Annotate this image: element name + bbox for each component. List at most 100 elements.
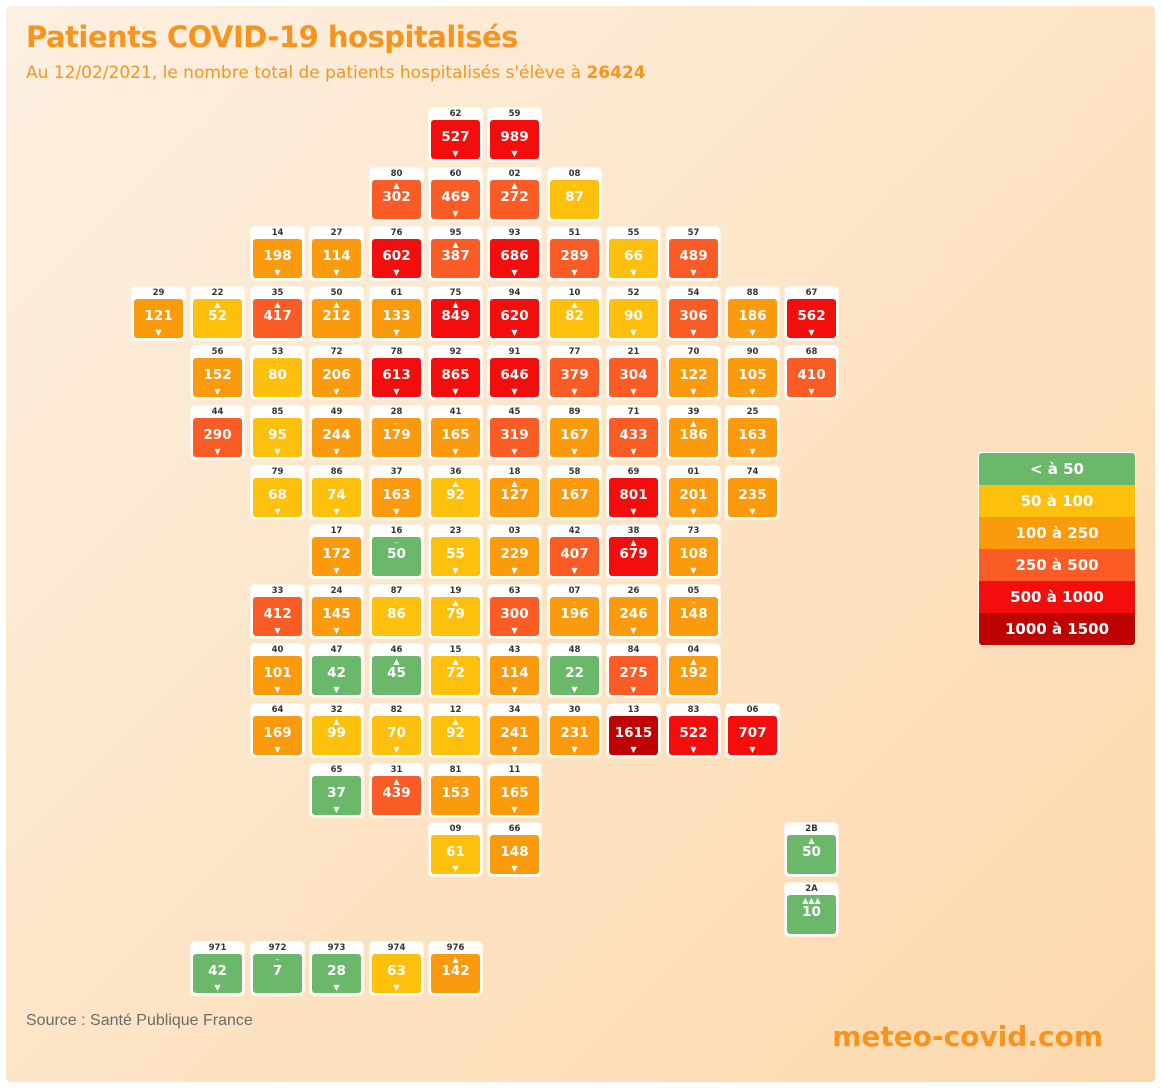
department-tile-40[interactable]: 40 ▼ 101 <box>251 644 304 697</box>
department-tile-971[interactable]: 971 ▼ 42 <box>191 942 244 995</box>
department-tile-70[interactable]: 70 ▼ 122 <box>667 346 720 399</box>
department-tile-68[interactable]: 68 ▼ 410 <box>785 346 838 399</box>
department-tile-86[interactable]: 86 ▼ 74 <box>310 466 363 519</box>
department-tile-79[interactable]: 79 ▼ 68 <box>251 466 304 519</box>
department-tile-17[interactable]: 17 ▼ 172 <box>310 525 363 578</box>
department-tile-33[interactable]: 33 ▼ 412 <box>251 585 304 638</box>
department-tile-57[interactable]: 57 ▼ 489 <box>667 227 720 280</box>
department-tile-87[interactable]: 87–86 <box>370 585 423 638</box>
department-tile-61[interactable]: 61 ▼ 133 <box>370 287 423 340</box>
department-tile-91[interactable]: 91 ▼ 646 <box>488 346 541 399</box>
department-tile-74[interactable]: 74 ▼ 235 <box>726 466 779 519</box>
department-tile-81[interactable]: 81–153 <box>429 764 482 817</box>
department-tile-21[interactable]: 21 ▼ 304 <box>607 346 660 399</box>
department-tile-85[interactable]: 85 ▼ 95 <box>251 406 304 459</box>
department-tile-66[interactable]: 66 ▼ 148 <box>488 823 541 876</box>
department-tile-45[interactable]: 45 ▼ 319 <box>488 406 541 459</box>
department-tile-27[interactable]: 27 ▼ 114 <box>310 227 363 280</box>
department-tile-56[interactable]: 56 ▼ 152 <box>191 346 244 399</box>
department-tile-73[interactable]: 73 ▼ 108 <box>667 525 720 578</box>
department-tile-54[interactable]: 54 ▼ 306 <box>667 287 720 340</box>
department-tile-47[interactable]: 47 ▼ 42 <box>310 644 363 697</box>
department-tile-48[interactable]: 48 ▼ 22 <box>548 644 601 697</box>
department-tile-51[interactable]: 51 ▼ 289 <box>548 227 601 280</box>
department-tile-02[interactable]: 02 ▲ 272 <box>488 168 541 221</box>
department-tile-16[interactable]: 16–50 <box>370 525 423 578</box>
department-tile-13[interactable]: 13 ▼ 1615 <box>607 704 660 757</box>
department-tile-31[interactable]: 31 ▲ 439 <box>370 764 423 817</box>
department-tile-67[interactable]: 67 ▼ 562 <box>785 287 838 340</box>
department-tile-50[interactable]: 50 ▲ 212 <box>310 287 363 340</box>
department-tile-973[interactable]: 973 ▼ 28 <box>310 942 363 995</box>
department-tile-64[interactable]: 64 ▼ 169 <box>251 704 304 757</box>
department-tile-10[interactable]: 10 ▲ 82 <box>548 287 601 340</box>
department-tile-72[interactable]: 72 ▼ 206 <box>310 346 363 399</box>
department-tile-78[interactable]: 78 ▼ 613 <box>370 346 423 399</box>
department-tile-88[interactable]: 88 ▼ 186 <box>726 287 779 340</box>
department-tile-09[interactable]: 09 ▼ 61 <box>429 823 482 876</box>
department-tile-35[interactable]: 35 ▲ 417 <box>251 287 304 340</box>
department-tile-39[interactable]: 39 ▲ 186 <box>667 406 720 459</box>
department-tile-55[interactable]: 55 ▼ 66 <box>607 227 660 280</box>
department-tile-62[interactable]: 62 ▼ 527 <box>429 108 482 161</box>
department-tile-36[interactable]: 36 ▲ 92 <box>429 466 482 519</box>
department-tile-90[interactable]: 90 ▼ 105 <box>726 346 779 399</box>
department-tile-26[interactable]: 26 ▼ 246 <box>607 585 660 638</box>
department-tile-06[interactable]: 06 ▼ 707 <box>726 704 779 757</box>
department-tile-80[interactable]: 80 ▲ 302 <box>370 168 423 221</box>
department-tile-2A[interactable]: 2A ▲▲▲ 10 <box>785 883 838 936</box>
department-tile-44[interactable]: 44 ▼ 290 <box>191 406 244 459</box>
department-tile-22[interactable]: 22 ▲ 52 <box>191 287 244 340</box>
department-tile-972[interactable]: 972–7 <box>251 942 304 995</box>
department-tile-32[interactable]: 32 ▲ 99 <box>310 704 363 757</box>
department-tile-59[interactable]: 59 ▼ 989 <box>488 108 541 161</box>
department-tile-38[interactable]: 38 ▲ 679 <box>607 525 660 578</box>
department-tile-41[interactable]: 41 ▼ 165 <box>429 406 482 459</box>
department-tile-29[interactable]: 29 ▼ 121 <box>132 287 185 340</box>
department-tile-03[interactable]: 03 ▼ 229 <box>488 525 541 578</box>
department-tile-94[interactable]: 94 ▼ 620 <box>488 287 541 340</box>
department-tile-58[interactable]: 58–167 <box>548 466 601 519</box>
department-tile-42[interactable]: 42 ▼ 407 <box>548 525 601 578</box>
department-tile-77[interactable]: 77 ▼ 379 <box>548 346 601 399</box>
department-tile-2B[interactable]: 2B ▲ 50 <box>785 823 838 876</box>
department-tile-75[interactable]: 75 ▲ 849 <box>429 287 482 340</box>
department-tile-95[interactable]: 95 ▲ 387 <box>429 227 482 280</box>
department-tile-25[interactable]: 25 ▼ 163 <box>726 406 779 459</box>
department-tile-15[interactable]: 15 ▲ 72 <box>429 644 482 697</box>
department-tile-04[interactable]: 04 ▲ 192 <box>667 644 720 697</box>
department-tile-07[interactable]: 07–196 <box>548 585 601 638</box>
department-tile-71[interactable]: 71 ▼ 433 <box>607 406 660 459</box>
department-tile-43[interactable]: 43 ▼ 114 <box>488 644 541 697</box>
department-tile-53[interactable]: 53–80 <box>251 346 304 399</box>
department-tile-01[interactable]: 01 ▼ 201 <box>667 466 720 519</box>
department-tile-82[interactable]: 82 ▼ 70 <box>370 704 423 757</box>
department-tile-84[interactable]: 84 ▼ 275 <box>607 644 660 697</box>
department-tile-37[interactable]: 37 ▼ 163 <box>370 466 423 519</box>
department-tile-24[interactable]: 24 ▼ 145 <box>310 585 363 638</box>
department-tile-11[interactable]: 11 ▼ 165 <box>488 764 541 817</box>
department-tile-76[interactable]: 76 ▼ 602 <box>370 227 423 280</box>
department-tile-65[interactable]: 65 ▼ 37 <box>310 764 363 817</box>
department-tile-69[interactable]: 69 ▼ 801 <box>607 466 660 519</box>
department-tile-92[interactable]: 92 ▼ 865 <box>429 346 482 399</box>
department-tile-05[interactable]: 05–148 <box>667 585 720 638</box>
department-tile-83[interactable]: 83 ▼ 522 <box>667 704 720 757</box>
department-tile-63[interactable]: 63 ▼ 300 <box>488 585 541 638</box>
department-tile-93[interactable]: 93 ▼ 686 <box>488 227 541 280</box>
department-tile-23[interactable]: 23 ▼ 55 <box>429 525 482 578</box>
department-tile-974[interactable]: 974 ▼ 63 <box>370 942 423 995</box>
department-tile-49[interactable]: 49 ▼ 244 <box>310 406 363 459</box>
department-tile-18[interactable]: 18 ▲ 127 <box>488 466 541 519</box>
department-tile-08[interactable]: 08–87 <box>548 168 601 221</box>
department-tile-60[interactable]: 60 ▼ 469 <box>429 168 482 221</box>
department-tile-28[interactable]: 28–179 <box>370 406 423 459</box>
department-tile-14[interactable]: 14 ▼ 198 <box>251 227 304 280</box>
department-tile-46[interactable]: 46 ▲ 45 <box>370 644 423 697</box>
department-tile-12[interactable]: 12 ▲ 92 <box>429 704 482 757</box>
department-tile-19[interactable]: 19 ▲ 79 <box>429 585 482 638</box>
department-tile-34[interactable]: 34 ▼ 241 <box>488 704 541 757</box>
department-tile-30[interactable]: 30 ▼ 231 <box>548 704 601 757</box>
department-tile-976[interactable]: 976 ▲ 142 <box>429 942 482 995</box>
department-tile-52[interactable]: 52 ▼ 90 <box>607 287 660 340</box>
